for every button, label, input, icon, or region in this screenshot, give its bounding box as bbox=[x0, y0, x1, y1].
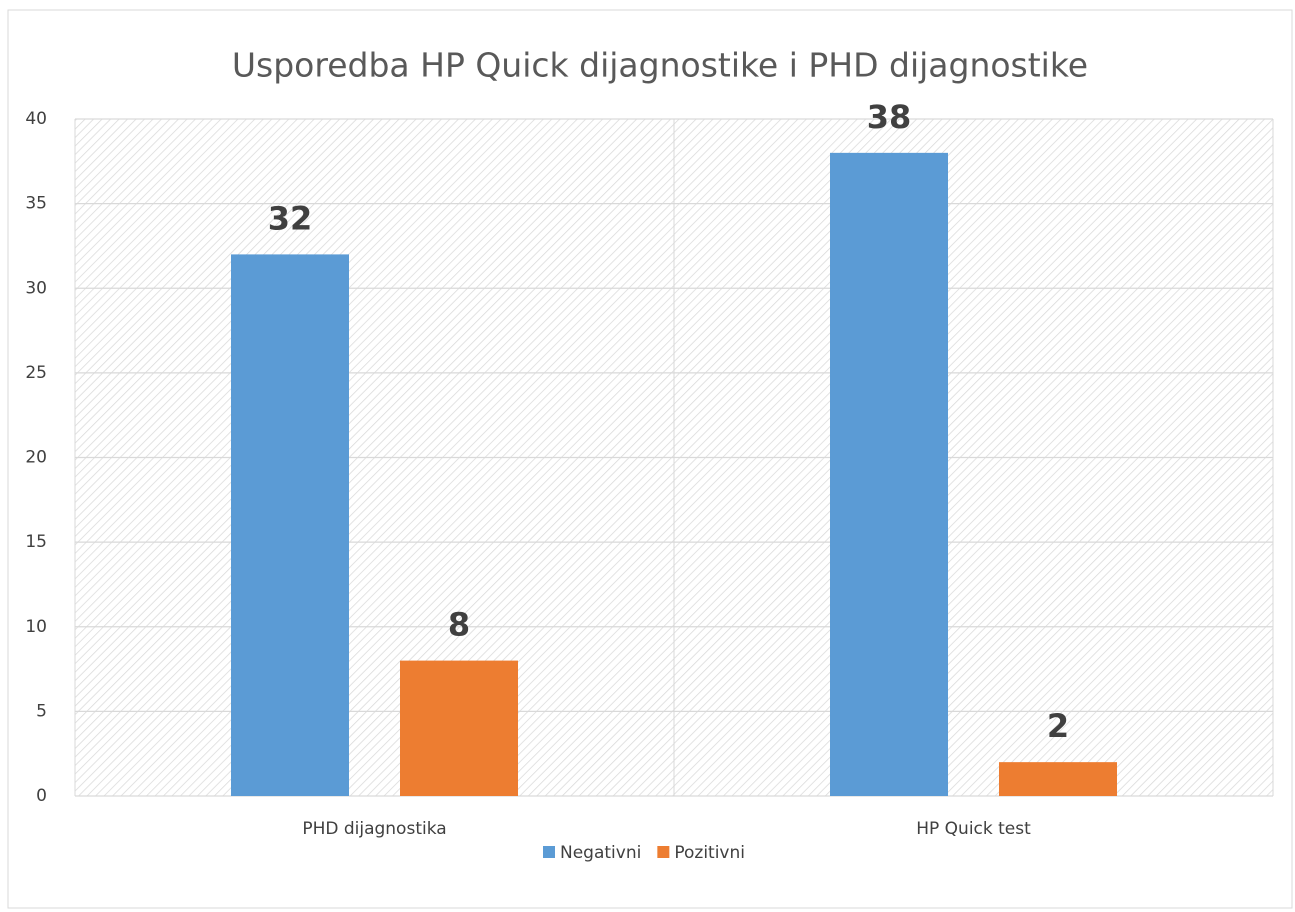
y-tick-label: 5 bbox=[36, 701, 47, 721]
y-tick-label: 20 bbox=[25, 448, 47, 468]
data-label: 8 bbox=[448, 606, 470, 644]
data-label: 32 bbox=[268, 199, 313, 237]
legend-label: Negativni bbox=[560, 843, 641, 863]
y-tick-label: 40 bbox=[25, 109, 47, 129]
y-tick-label: 10 bbox=[25, 617, 47, 637]
legend-label: Pozitivni bbox=[674, 843, 745, 863]
y-tick-label: 0 bbox=[36, 786, 47, 806]
y-tick-label: 25 bbox=[25, 363, 47, 383]
y-tick-label: 15 bbox=[25, 532, 47, 552]
legend-swatch bbox=[543, 846, 555, 858]
data-label: 38 bbox=[867, 98, 912, 136]
y-tick-label: 35 bbox=[25, 194, 47, 214]
y-tick-label: 30 bbox=[25, 278, 47, 298]
chart-title: Usporedba HP Quick dijagnostike i PHD di… bbox=[232, 46, 1088, 85]
bar bbox=[998, 762, 1118, 796]
legend-swatch bbox=[657, 846, 670, 858]
x-tick-label: PHD dijagnostika bbox=[302, 819, 446, 839]
bar bbox=[399, 660, 519, 796]
bar bbox=[230, 254, 350, 796]
legend: Negativni Pozitivni bbox=[543, 843, 745, 863]
data-label: 2 bbox=[1047, 707, 1069, 745]
x-tick-label: HP Quick test bbox=[916, 819, 1031, 839]
bar bbox=[829, 152, 949, 797]
